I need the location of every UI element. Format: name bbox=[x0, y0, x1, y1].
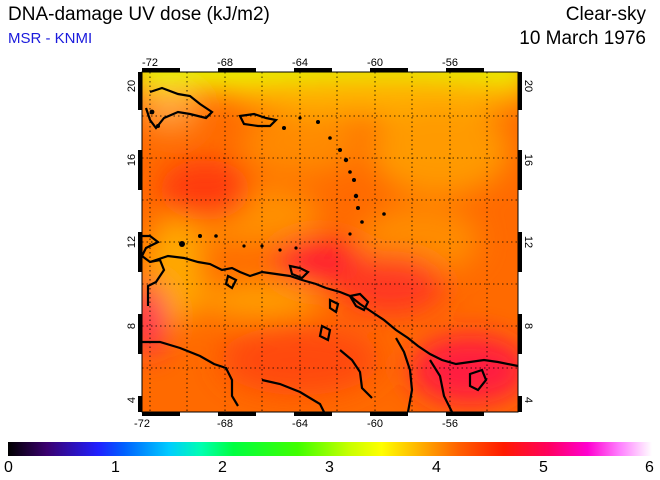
lat-label-right: 20 bbox=[522, 80, 534, 92]
colorbar-label: 5 bbox=[539, 459, 548, 476]
lat-label-right: 4 bbox=[522, 397, 534, 403]
lon-label-bottom: -72 bbox=[134, 418, 150, 430]
lat-label-right: 12 bbox=[522, 236, 534, 248]
lon-label-top: -64 bbox=[292, 57, 308, 69]
lat-label-left: 16 bbox=[126, 154, 138, 166]
lon-label-top: -60 bbox=[367, 57, 383, 69]
colorbar-label: 6 bbox=[645, 459, 654, 476]
uv-dose-map: -72 -68 -64 -60 -56 -72 -68 -64 -60 -56 … bbox=[126, 57, 534, 430]
lat-label-left: 12 bbox=[126, 236, 138, 248]
lat-label-left: 8 bbox=[126, 323, 138, 329]
color-scale-bar bbox=[8, 442, 652, 456]
lon-label-top: -72 bbox=[142, 57, 158, 69]
lat-label-right: 8 bbox=[522, 323, 534, 329]
colorbar-label: 1 bbox=[111, 459, 120, 476]
uv-field bbox=[142, 72, 518, 412]
lon-label-top: -68 bbox=[217, 57, 233, 69]
frame-scale-bars bbox=[138, 68, 522, 416]
islands bbox=[149, 109, 386, 252]
lon-label-bottom: -64 bbox=[292, 418, 308, 430]
coastlines bbox=[142, 86, 518, 412]
date-label: 10 March 1976 bbox=[519, 28, 646, 49]
lon-label-bottom: -68 bbox=[217, 418, 233, 430]
colorbar-label: 2 bbox=[218, 459, 227, 476]
colorbar-label: 4 bbox=[432, 459, 441, 476]
lat-label-left: 4 bbox=[126, 397, 138, 403]
lon-label-top: -56 bbox=[442, 57, 458, 69]
map-title: DNA-damage UV dose (kJ/m2) bbox=[8, 4, 270, 25]
sky-condition-label: Clear-sky bbox=[565, 4, 646, 25]
source-label: MSR - KNMI bbox=[8, 30, 93, 47]
colorbar-label: 0 bbox=[4, 459, 13, 476]
lon-label-bottom: -56 bbox=[442, 418, 458, 430]
lat-label-right: 16 bbox=[522, 154, 534, 166]
lon-label-bottom: -60 bbox=[367, 418, 383, 430]
colorbar-label: 3 bbox=[325, 459, 334, 476]
lat-label-left: 20 bbox=[126, 80, 138, 92]
